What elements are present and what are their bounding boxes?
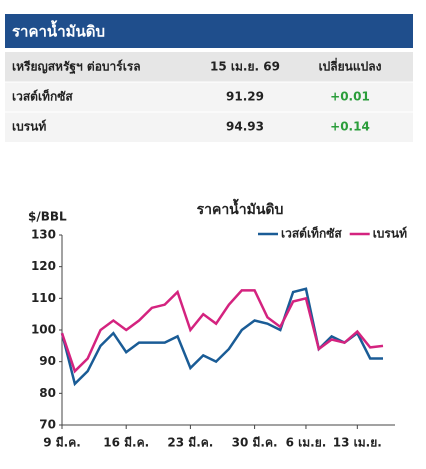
legend-label: เบรนท์ <box>373 227 407 241</box>
header-title: ราคาน้ำมันดิบ <box>12 20 105 41</box>
x-tick-label: 30 มี.ค. <box>232 436 278 450</box>
series-line <box>60 289 384 374</box>
legend-label: เวสต์เท็กซัส <box>281 226 342 241</box>
price: 91.29 <box>226 90 264 104</box>
row-label: เวสต์เท็กซัส <box>12 89 73 104</box>
column-header: 15 เม.ย. 69 <box>210 60 280 74</box>
y-axis-label: $/BBL <box>28 210 67 224</box>
x-tick-label: 16 มี.ค. <box>103 436 149 450</box>
table-row <box>5 82 413 112</box>
x-tick-label: 6 เม.ย. <box>286 436 327 450</box>
y-tick-label: 90 <box>39 354 56 368</box>
series-line <box>60 287 383 387</box>
x-tick-label: 9 มี.ค. <box>43 436 81 450</box>
y-tick-label: 120 <box>31 259 56 273</box>
column-header: เหรียญสหรัฐฯ ต่อบาร์เรล <box>12 60 141 75</box>
y-tick-label: 110 <box>31 291 56 305</box>
price: 94.93 <box>226 120 264 134</box>
y-tick-label: 80 <box>39 386 56 400</box>
change: +0.01 <box>330 90 370 104</box>
y-tick-label: 100 <box>31 323 56 337</box>
y-tick-label: 70 <box>39 418 56 432</box>
header-bar <box>5 14 413 48</box>
table-row <box>5 112 413 142</box>
x-tick-label: 13 เม.ย. <box>333 436 382 450</box>
row-label: เบรนท์ <box>12 120 46 134</box>
x-tick-label: 23 มี.ค. <box>167 436 213 450</box>
table-header <box>5 52 413 82</box>
change: +0.14 <box>330 120 370 134</box>
y-tick-label: 130 <box>31 228 56 242</box>
column-header: เปลี่ยนแปลง <box>319 58 382 74</box>
chart-title: ราคาน้ำมันดิบ <box>197 198 284 218</box>
